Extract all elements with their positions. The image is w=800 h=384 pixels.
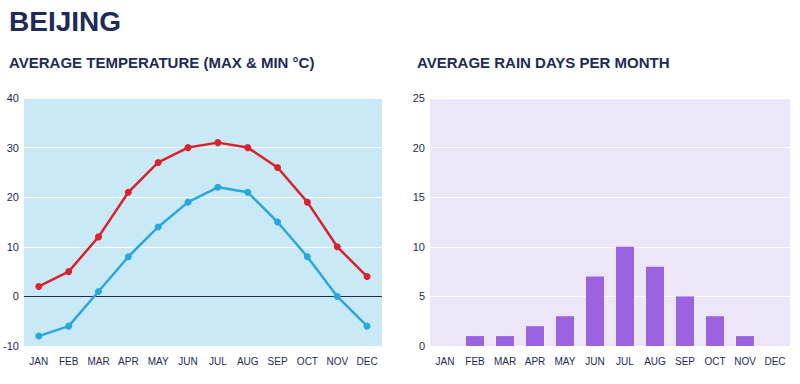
svg-text:AUG: AUG xyxy=(644,356,666,367)
svg-text:JUL: JUL xyxy=(616,356,634,367)
svg-text:OCT: OCT xyxy=(297,356,318,367)
svg-text:AVERAGE RAIN DAYS PER MONTH: AVERAGE RAIN DAYS PER MONTH xyxy=(417,54,670,71)
svg-text:MAR: MAR xyxy=(494,356,516,367)
svg-text:BEIJING: BEIJING xyxy=(9,6,121,37)
svg-text:NOV: NOV xyxy=(326,356,348,367)
svg-text:SEP: SEP xyxy=(268,356,288,367)
svg-text:15: 15 xyxy=(413,191,425,203)
svg-text:FEB: FEB xyxy=(59,356,79,367)
svg-text:AUG: AUG xyxy=(237,356,259,367)
svg-text:MAY: MAY xyxy=(555,356,576,367)
svg-text:10: 10 xyxy=(7,241,19,253)
svg-text:25: 25 xyxy=(413,92,425,104)
svg-text:FEB: FEB xyxy=(465,356,485,367)
svg-text:20: 20 xyxy=(413,142,425,154)
svg-text:30: 30 xyxy=(7,142,19,154)
svg-text:JAN: JAN xyxy=(436,356,455,367)
svg-text:SEP: SEP xyxy=(675,356,695,367)
svg-text:MAR: MAR xyxy=(87,356,109,367)
svg-text:APR: APR xyxy=(118,356,139,367)
svg-text:0: 0 xyxy=(419,340,425,352)
svg-text:DEC: DEC xyxy=(357,356,378,367)
svg-text:APR: APR xyxy=(525,356,546,367)
svg-text:JUN: JUN xyxy=(178,356,197,367)
svg-text:-10: -10 xyxy=(3,340,19,352)
svg-text:NOV: NOV xyxy=(734,356,756,367)
svg-text:DEC: DEC xyxy=(764,356,785,367)
svg-text:JAN: JAN xyxy=(29,356,48,367)
svg-text:OCT: OCT xyxy=(704,356,725,367)
svg-text:40: 40 xyxy=(7,92,19,104)
svg-text:AVERAGE TEMPERATURE (MAX & MIN: AVERAGE TEMPERATURE (MAX & MIN °C) xyxy=(9,54,314,71)
svg-text:10: 10 xyxy=(413,241,425,253)
svg-text:JUN: JUN xyxy=(585,356,604,367)
svg-text:JUL: JUL xyxy=(209,356,227,367)
svg-text:0: 0 xyxy=(13,290,19,302)
svg-text:5: 5 xyxy=(419,290,425,302)
svg-text:20: 20 xyxy=(7,191,19,203)
svg-text:MAY: MAY xyxy=(148,356,169,367)
